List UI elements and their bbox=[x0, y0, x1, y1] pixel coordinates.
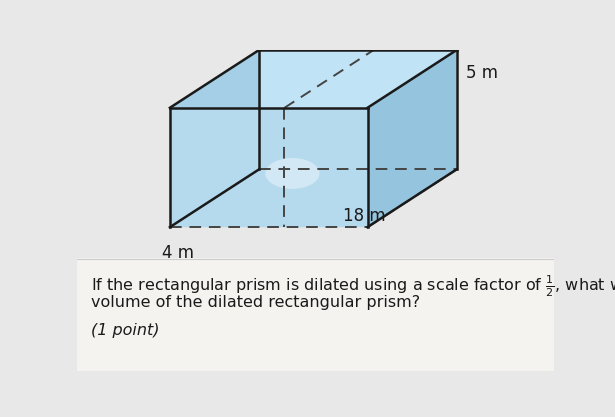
Text: If the rectangular prism is dilated using a scale factor of $\frac{1}{2}$, what : If the rectangular prism is dilated usin… bbox=[91, 273, 615, 299]
Polygon shape bbox=[170, 169, 456, 227]
FancyBboxPatch shape bbox=[77, 258, 554, 371]
Text: 5 m: 5 m bbox=[466, 64, 498, 82]
Text: 18 m: 18 m bbox=[343, 206, 386, 224]
Polygon shape bbox=[170, 108, 368, 227]
Polygon shape bbox=[170, 50, 259, 227]
Text: volume of the dilated rectangular prism?: volume of the dilated rectangular prism? bbox=[91, 295, 420, 310]
Polygon shape bbox=[170, 50, 456, 108]
Text: 4 m: 4 m bbox=[162, 244, 194, 262]
Polygon shape bbox=[368, 50, 456, 227]
Text: (1 point): (1 point) bbox=[91, 324, 159, 338]
Ellipse shape bbox=[265, 158, 320, 189]
